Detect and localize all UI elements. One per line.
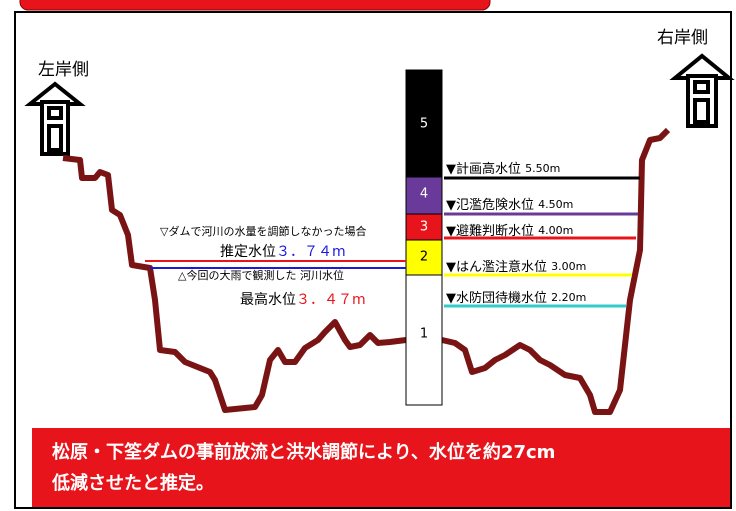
gauge-label: 2 bbox=[420, 250, 428, 265]
header-bar bbox=[19, 0, 491, 11]
level-lines bbox=[444, 176, 640, 308]
level-label: ▼はん濫注意水位 3.00m bbox=[446, 259, 586, 275]
level-label: ▼氾濫危険水位 4.50m bbox=[446, 198, 573, 213]
right-house bbox=[669, 53, 735, 128]
frame bbox=[14, 11, 732, 509]
gauge-label: 1 bbox=[420, 327, 428, 342]
level-label: ▼避難判断水位 4.00m bbox=[446, 224, 573, 239]
gauge bbox=[405, 69, 443, 406]
left-house bbox=[24, 81, 86, 156]
riverbed-right bbox=[441, 127, 671, 415]
observed-text: 最高水位３．４７m bbox=[240, 291, 366, 308]
riverbed-left bbox=[62, 155, 407, 413]
observed-note: △今回の大雨で観測した 河川水位 bbox=[178, 268, 344, 282]
left-bank-label: 左岸側 bbox=[38, 60, 89, 80]
estimate-note: ▽ダムで河川の水量を調節しなかった場合 bbox=[160, 224, 366, 238]
conclusion-line: 低減させたと推定。 bbox=[51, 472, 214, 494]
gauge-label: 3 bbox=[420, 220, 428, 235]
gauge-label: 5 bbox=[420, 117, 428, 132]
estimate-text: 推定水位３．７４m bbox=[220, 244, 346, 260]
level-labels: ▼計画高水位 5.50m ▼氾濫危険水位 4.50m ▼避難判断水位 4.00m… bbox=[446, 161, 586, 306]
right-bank-label: 右岸側 bbox=[657, 28, 708, 48]
conclusion-box bbox=[32, 428, 730, 507]
gauge-label: 4 bbox=[420, 187, 428, 202]
level-label: ▼水防団待機水位 2.20m bbox=[446, 290, 586, 306]
conclusion-line: 松原・下筌ダムの事前放流と洪水調節により、水位を約27cm bbox=[52, 441, 555, 463]
level-label: ▼計画高水位 5.50m bbox=[446, 161, 560, 177]
